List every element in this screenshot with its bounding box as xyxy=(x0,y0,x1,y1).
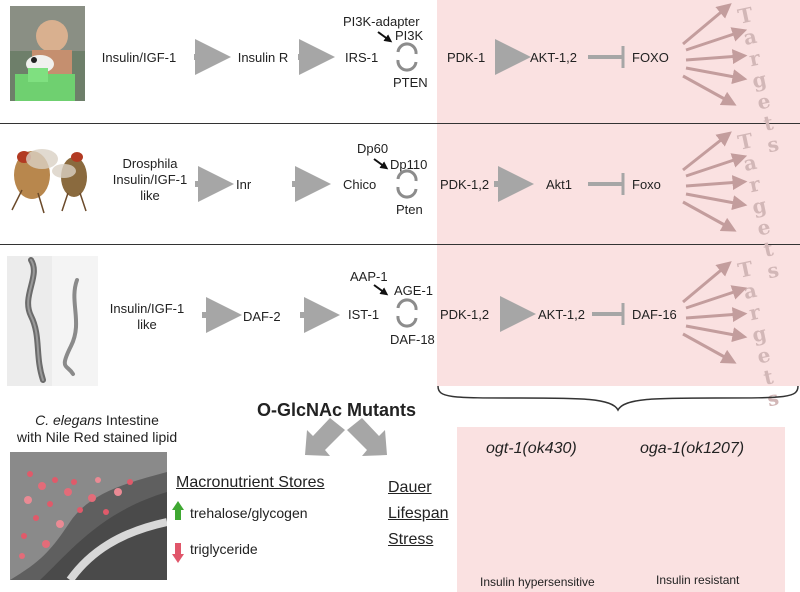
fruit-fly-photo xyxy=(2,135,98,217)
row-divider xyxy=(0,123,800,124)
foxo-label: FOXO xyxy=(632,50,669,65)
intestine-micrograph xyxy=(10,452,167,580)
substrate-label: Chico xyxy=(343,177,377,192)
intestine-caption-line1: C. elegans Intestine xyxy=(4,412,190,429)
row-divider xyxy=(0,244,800,245)
organism-label-mammal: Insulin/IGF-1 xyxy=(101,50,177,65)
column-header-ogt1: ogt-1(ok430) xyxy=(486,440,577,457)
pdk-label: PDK-1 xyxy=(447,50,486,65)
intestine-caption-line2: with Nile Red stained lipid xyxy=(16,429,178,445)
macronutrient-arrows xyxy=(172,501,184,563)
mouse-photo xyxy=(10,6,85,101)
footer-insulin-hypersensitive: Insulin hypersensitive xyxy=(480,575,595,589)
mutant-branch-arrows xyxy=(305,418,387,456)
phenotype-lifespan: Lifespan xyxy=(388,505,449,522)
pdk-label: PDK-1,2 xyxy=(440,307,490,322)
kinase-label: Dp110 xyxy=(390,157,428,172)
phosphatase-label: DAF-18 xyxy=(390,332,435,347)
akt-label: AKT-1,2 xyxy=(538,307,585,322)
mutant-table-background xyxy=(457,427,785,592)
column-header-oga1: oga-1(ok1207) xyxy=(640,440,745,457)
trehalose-label: trehalose/glycogen xyxy=(190,505,308,521)
foxo-label: DAF-16 xyxy=(632,307,677,322)
organism-label-worm-text: Insulin/IGF-1 like xyxy=(109,301,185,332)
mutants-title: O-GlcNAc Mutants xyxy=(257,400,417,420)
curly-brace xyxy=(437,385,799,412)
intestine-caption: C. elegans Intestine with Nile Red stain… xyxy=(4,412,190,446)
worm-photo xyxy=(7,256,98,386)
phenotype-stress: Stress xyxy=(388,531,434,548)
phenotype-dauer: Dauer xyxy=(388,479,432,496)
adapter-label: AAP-1 xyxy=(350,269,388,284)
macronutrient-heading: Macronutrient Stores xyxy=(176,474,325,491)
organism-label-worm: Insulin/IGF-1 like xyxy=(104,301,190,333)
footer-insulin-resistant: Insulin resistant xyxy=(656,573,740,587)
substrate-label: IRS-1 xyxy=(345,50,379,65)
adapter-label: PI3K-adapter xyxy=(343,14,420,29)
receptor-label: Inr xyxy=(236,177,252,192)
foxo-label: Foxo xyxy=(632,177,661,192)
adapter-label: Dp60 xyxy=(357,141,389,156)
organism-label-fly: Drosphila Insulin/IGF-1 like xyxy=(108,156,192,204)
kinase-label: AGE-1 xyxy=(394,283,434,298)
caption-rest: Intestine xyxy=(102,412,159,428)
triglyceride-label: triglyceride xyxy=(190,541,258,557)
phosphatase-label: PTEN xyxy=(393,75,428,90)
organism-label-fly-text: Drosphila Insulin/IGF-1 like xyxy=(112,156,188,203)
kinase-label: PI3K xyxy=(395,28,424,43)
receptor-label: Insulin R xyxy=(237,50,289,65)
receptor-label: DAF-2 xyxy=(243,309,281,324)
akt-label: Akt1 xyxy=(546,177,573,192)
substrate-label: IST-1 xyxy=(348,307,380,322)
species-name: C. elegans xyxy=(35,412,103,428)
pdk-label: PDK-1,2 xyxy=(440,177,490,192)
akt-label: AKT-1,2 xyxy=(530,50,577,65)
phosphatase-label: Pten xyxy=(396,202,423,217)
